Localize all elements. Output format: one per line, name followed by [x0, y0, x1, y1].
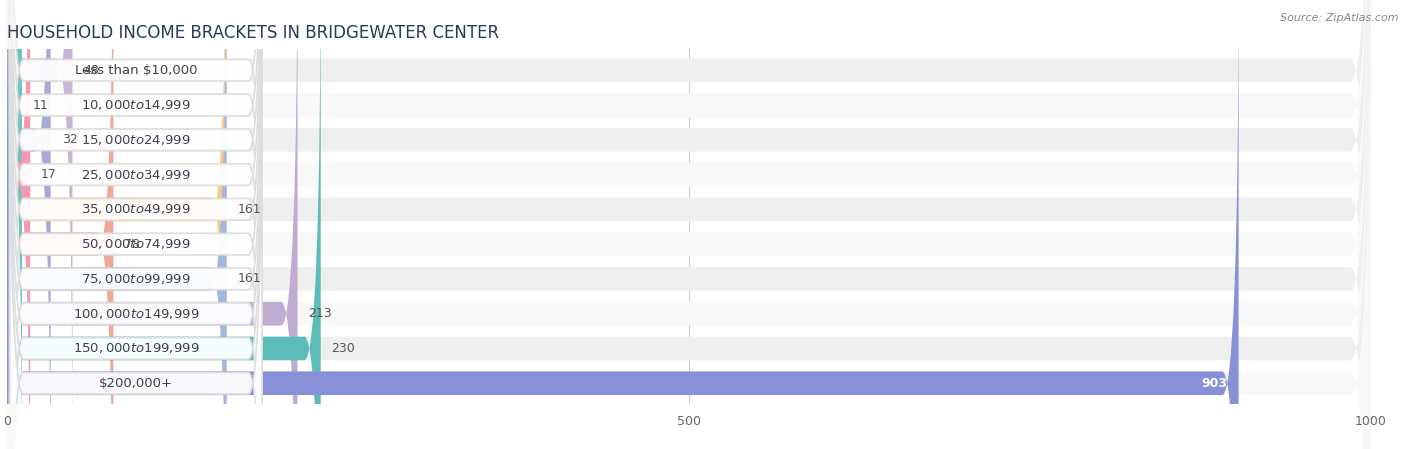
FancyBboxPatch shape: [10, 0, 262, 449]
Text: Source: ZipAtlas.com: Source: ZipAtlas.com: [1281, 13, 1399, 23]
FancyBboxPatch shape: [7, 0, 1371, 449]
FancyBboxPatch shape: [7, 0, 1371, 449]
FancyBboxPatch shape: [7, 0, 1371, 449]
Text: $200,000+: $200,000+: [98, 377, 173, 390]
Text: HOUSEHOLD INCOME BRACKETS IN BRIDGEWATER CENTER: HOUSEHOLD INCOME BRACKETS IN BRIDGEWATER…: [7, 24, 499, 42]
FancyBboxPatch shape: [7, 0, 1371, 449]
Text: $25,000 to $34,999: $25,000 to $34,999: [82, 167, 191, 181]
FancyBboxPatch shape: [7, 0, 298, 449]
Text: 48: 48: [83, 64, 100, 77]
Text: 161: 161: [238, 273, 262, 286]
FancyBboxPatch shape: [10, 0, 262, 442]
Text: $35,000 to $49,999: $35,000 to $49,999: [82, 202, 191, 216]
FancyBboxPatch shape: [7, 0, 73, 449]
FancyBboxPatch shape: [7, 0, 1371, 449]
FancyBboxPatch shape: [7, 0, 30, 449]
FancyBboxPatch shape: [10, 46, 262, 449]
Text: $15,000 to $24,999: $15,000 to $24,999: [82, 133, 191, 147]
Text: 11: 11: [32, 98, 49, 111]
Text: $100,000 to $149,999: $100,000 to $149,999: [73, 307, 200, 321]
Text: 32: 32: [62, 133, 77, 146]
FancyBboxPatch shape: [7, 0, 1371, 449]
FancyBboxPatch shape: [10, 0, 262, 449]
Text: $10,000 to $14,999: $10,000 to $14,999: [82, 98, 191, 112]
FancyBboxPatch shape: [7, 0, 226, 449]
Text: 161: 161: [238, 203, 262, 216]
Text: Less than $10,000: Less than $10,000: [75, 64, 197, 77]
FancyBboxPatch shape: [7, 0, 321, 449]
Text: $75,000 to $99,999: $75,000 to $99,999: [82, 272, 191, 286]
FancyBboxPatch shape: [10, 12, 262, 449]
FancyBboxPatch shape: [7, 0, 1371, 449]
FancyBboxPatch shape: [7, 0, 1371, 449]
FancyBboxPatch shape: [10, 0, 262, 449]
Text: 903: 903: [1202, 377, 1227, 390]
FancyBboxPatch shape: [7, 0, 114, 449]
FancyBboxPatch shape: [10, 0, 262, 449]
FancyBboxPatch shape: [6, 0, 24, 449]
Text: 17: 17: [41, 168, 58, 181]
Text: 230: 230: [332, 342, 356, 355]
Text: 78: 78: [124, 238, 141, 251]
FancyBboxPatch shape: [10, 0, 262, 449]
Text: 213: 213: [308, 307, 332, 320]
FancyBboxPatch shape: [10, 0, 262, 449]
Text: $150,000 to $199,999: $150,000 to $199,999: [73, 341, 200, 356]
FancyBboxPatch shape: [10, 0, 262, 407]
FancyBboxPatch shape: [7, 0, 1371, 449]
FancyBboxPatch shape: [7, 0, 1371, 449]
FancyBboxPatch shape: [7, 0, 51, 449]
FancyBboxPatch shape: [7, 0, 226, 449]
FancyBboxPatch shape: [7, 0, 1239, 449]
Text: $50,000 to $74,999: $50,000 to $74,999: [82, 237, 191, 251]
